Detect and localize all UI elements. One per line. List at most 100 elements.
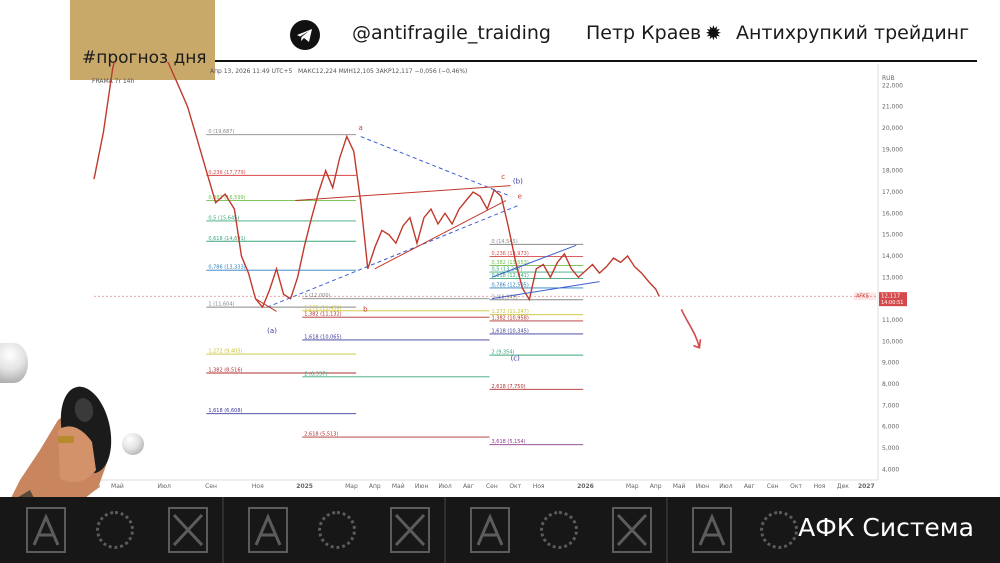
fib-level-label: 1,618 (6,608)	[208, 408, 242, 414]
trend-line	[255, 298, 277, 312]
trend-line	[360, 136, 511, 197]
project-name: Антихрупкий трейдинг	[736, 22, 970, 44]
y-tick-label: 21,000	[882, 104, 903, 111]
y-tick-label: 18,000	[882, 168, 903, 175]
price-series-line	[93, 62, 660, 309]
x-tick-label: Май	[392, 483, 405, 490]
footer-band: АФК Система	[0, 497, 1000, 563]
fib-level-label: 1,618 (10,065)	[304, 334, 341, 340]
y-tick-label: 13,000	[882, 274, 903, 281]
telegram-icon[interactable]	[290, 20, 320, 50]
header-divider	[215, 60, 977, 62]
price-chart[interactable]: Апр 13, 2026 11:49 UTC+5 МАКС12,224 МИН1…	[88, 62, 908, 492]
y-tick-label: 16,000	[882, 210, 903, 217]
wreath-icon	[760, 511, 798, 549]
fib-level-label: 0,236 (17,779)	[208, 170, 245, 176]
fib-level-label: 0,786 (13,333)	[208, 265, 245, 271]
wave-label: e	[518, 192, 522, 200]
trend-line	[266, 204, 521, 308]
x-tick-label: 2025	[296, 483, 313, 490]
logo-icon	[692, 507, 732, 553]
y-tick-label: 15,000	[882, 232, 903, 239]
x-tick-label: Окт	[790, 483, 802, 490]
footer-separator	[666, 497, 668, 563]
fib-level-label: 1,382 (10,958)	[492, 315, 529, 321]
logo-icon	[612, 507, 652, 553]
fib-level-label: 0,382 (13,553)	[492, 260, 529, 266]
x-tick-label: Мар	[626, 483, 639, 490]
author-name: Петр Краев	[586, 22, 702, 44]
x-tick-label: Апр	[650, 483, 662, 490]
forecast-arrow-head	[693, 339, 702, 349]
wreath-icon	[96, 511, 134, 549]
brand-tag: #прогноз дня	[70, 0, 215, 80]
last-price-time: 14:00:51	[881, 300, 903, 306]
fib-level-label: 2 (8,337)	[304, 371, 327, 377]
y-tick-label: 5,000	[882, 445, 899, 452]
x-tick-label: Авг	[744, 483, 755, 490]
sparkle-icon: ✹	[705, 21, 722, 45]
y-tick-label: 9,000	[882, 360, 899, 367]
wave-label: a	[358, 124, 362, 132]
currency-label: RUB	[882, 75, 895, 82]
x-tick-label: 2027	[858, 483, 875, 490]
chart-header-info: Апр 13, 2026 11:49 UTC+5 МАКС12,224 МИН1…	[210, 68, 467, 75]
x-tick-label: Июн	[696, 483, 710, 490]
x-tick-label: Июл	[719, 483, 733, 490]
fib-level-label: 1,382 (11,132)	[304, 312, 341, 318]
y-tick-label: 10,000	[882, 338, 903, 345]
x-tick-label: Апр	[369, 483, 381, 490]
y-tick-label: 8,000	[882, 381, 899, 388]
trend-line	[295, 185, 511, 202]
indicator-legend: FRAMA 7r 14h	[92, 78, 134, 85]
fib-level-label: 2,618 (7,750)	[492, 384, 526, 390]
fib-level-label: 2 (9,354)	[492, 350, 515, 356]
trend-line	[491, 244, 577, 278]
x-tick-label: Ноя	[252, 483, 264, 490]
wave-label: c	[501, 173, 505, 181]
chart-ohlc: МАКС12,224 МИН12,105 ЗАКР12,117 −0,056 (…	[298, 68, 468, 75]
fib-level-label: 0 (14,545)	[492, 239, 518, 245]
wreath-icon	[318, 511, 356, 549]
y-tick-label: 11,000	[882, 317, 903, 324]
wreath-icon	[540, 511, 578, 549]
fib-level-label: 0,5 (15,645)	[208, 215, 239, 221]
ticker-tag	[854, 292, 876, 301]
fib-level-label: 0,618 (14,691)	[208, 236, 245, 242]
x-tick-label: Июл	[158, 483, 172, 490]
y-tick-label: 7,000	[882, 402, 899, 409]
fib-level-label: 1,272 (11,247)	[492, 309, 529, 315]
telegram-handle[interactable]: @antifragile_traiding	[352, 22, 551, 44]
y-tick-label: 17,000	[882, 189, 903, 196]
footer-separator	[444, 497, 446, 563]
x-tick-label: Дек	[837, 483, 849, 490]
trend-line	[491, 281, 600, 300]
fib-level-label: 1,272 (9,405)	[208, 349, 242, 355]
footer-separator	[222, 497, 224, 563]
fib-level-label: 0 (19,687)	[208, 129, 234, 135]
x-tick-label: Сен	[767, 483, 779, 490]
fib-level-label: 0,786 (12,505)	[492, 282, 529, 288]
pearl-icon	[122, 433, 144, 455]
fib-level-label: 1,382 (8,516)	[208, 367, 242, 373]
company-title: АФК Система	[798, 513, 974, 542]
fib-level-label: 1,618 (10,345)	[492, 328, 529, 334]
logo-icon	[168, 507, 208, 553]
x-tick-label: Июл	[438, 483, 452, 490]
pearl-icon	[0, 343, 28, 383]
fib-level-label: 1,272 (11,430)	[304, 305, 341, 311]
fib-level-label: 1 (12,000)	[304, 293, 330, 299]
x-tick-label: 2026	[577, 483, 594, 490]
last-price-tag	[879, 292, 907, 307]
x-tick-label: Сен	[205, 483, 217, 490]
indicator-name: FRAMA 7r 14h	[92, 78, 135, 85]
trend-line	[374, 200, 507, 270]
wave-label: (a)	[267, 327, 277, 335]
fib-level-label: 3,618 (5,154)	[492, 439, 526, 445]
last-price-value: 12,117	[881, 294, 901, 300]
x-tick-label: Май	[111, 483, 124, 490]
chart-canvas[interactable]: RUB 4,000 5,000 6,000 7,000 8,000 9,000 10,000 1…	[88, 62, 908, 492]
y-tick-label: 19,000	[882, 146, 903, 153]
y-tick-label: 6,000	[882, 424, 899, 431]
y-tick-label: 4,000	[882, 466, 899, 473]
